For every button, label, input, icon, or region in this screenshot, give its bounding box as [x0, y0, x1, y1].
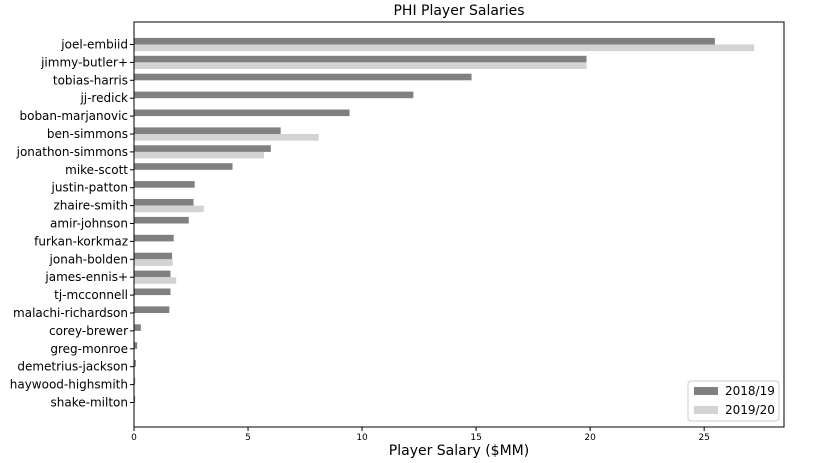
legend: 2018/19 2019/20	[687, 380, 780, 422]
bar-2018-19-mike-scott	[134, 163, 233, 170]
bar-2019-20-ben-simmons	[134, 134, 319, 141]
x-tick-label: 5	[245, 433, 251, 443]
y-tick-label: tobias-harris	[53, 73, 128, 87]
y-tick-label: demetrius-jackson	[17, 360, 128, 374]
bar-2019-20-jonathon-simmons	[134, 151, 264, 159]
bar-2018-19-boban-marjanovic	[134, 109, 350, 117]
bar-2019-20-zhaire-smith	[134, 205, 204, 213]
bar-2018-19-haywood-highsmith	[134, 378, 136, 385]
y-axis-labels: joel-embiid jimmy-butler+ tobias-harris jj-…	[10, 38, 134, 410]
y-tick-label: tj-mcconnell	[54, 288, 128, 302]
y-tick-label: james-ennis+	[44, 270, 128, 284]
bar-2018-19-greg-monroe	[134, 342, 138, 349]
x-axis-label: Player Salary ($MM)	[389, 443, 529, 459]
x-tick-label: 10	[356, 433, 368, 443]
bar-2019-20-james-ennis+	[134, 277, 177, 284]
bar-2018-19-justin-patton	[134, 181, 195, 188]
y-tick-label: joel-embiid	[60, 38, 128, 52]
legend-label: 2019/20	[725, 403, 775, 417]
bar-2018-19-corey-brewer	[134, 324, 141, 331]
y-tick-label: zhaire-smith	[53, 199, 128, 213]
y-tick-label: jimmy-butler+	[40, 55, 128, 69]
plot-frame	[133, 21, 785, 428]
y-tick-label: shake-milton	[51, 396, 128, 410]
y-tick-label: jonathon-simmons	[16, 145, 128, 159]
y-tick-label: greg-monroe	[50, 342, 128, 356]
bar-2018-19-jimmy-butler+	[134, 55, 587, 63]
y-tick-label: corey-brewer	[49, 324, 128, 338]
bars-group	[134, 37, 755, 403]
y-tick-label: mike-scott	[65, 163, 128, 177]
bar-2018-19-jonathon-simmons	[134, 145, 271, 152]
bar-2018-19-tj-mcconnell	[134, 288, 171, 296]
legend-label: 2018/19	[725, 384, 775, 398]
y-tick-label: amir-johnson	[50, 217, 128, 231]
bar-2018-19-malachi-richardson	[134, 306, 170, 313]
y-tick-label: furkan-korkmaz	[34, 234, 128, 248]
bar-2018-19-amir-johnson	[134, 216, 189, 224]
bar-2018-19-ben-simmons	[134, 127, 281, 134]
chart-title: PHI Player Salaries	[393, 3, 524, 19]
x-axis-ticks: 0 5 10 15 20 25	[131, 427, 710, 443]
bar-2018-19-jj-redick	[134, 91, 414, 99]
legend-swatch	[694, 387, 718, 395]
x-tick-label: 25	[698, 433, 709, 443]
x-tick-label: 20	[584, 433, 596, 443]
bar-2019-20-jonah-bolden	[134, 259, 173, 266]
y-tick-label: justin-patton	[51, 181, 129, 195]
bar-2018-19-furkan-korkmaz	[134, 234, 174, 242]
bar-2018-19-james-ennis+	[134, 270, 171, 278]
bar-2018-19-jonah-bolden	[134, 252, 173, 260]
bar-2019-20-joel-embiid	[134, 44, 755, 52]
bar-2018-19-zhaire-smith	[134, 199, 194, 206]
bar-2019-20-jimmy-butler+	[134, 62, 587, 69]
legend-swatch	[694, 406, 718, 414]
x-tick-label: 15	[470, 433, 481, 443]
bar-2018-19-demetrius-jackson	[134, 360, 136, 367]
y-tick-label: malachi-richardson	[13, 306, 128, 320]
bar-2018-19-joel-embiid	[134, 37, 715, 45]
y-tick-label: boban-marjanovic	[19, 109, 128, 123]
bar-2018-19-shake-milton	[134, 395, 136, 403]
y-tick-label: jonah-bolden	[49, 252, 128, 266]
y-tick-label: haywood-highsmith	[10, 378, 128, 392]
x-tick-label: 0	[131, 433, 137, 443]
bar-2018-19-tobias-harris	[134, 73, 472, 81]
y-tick-label: jj-redick	[79, 91, 128, 105]
y-tick-label: ben-simmons	[47, 127, 128, 141]
